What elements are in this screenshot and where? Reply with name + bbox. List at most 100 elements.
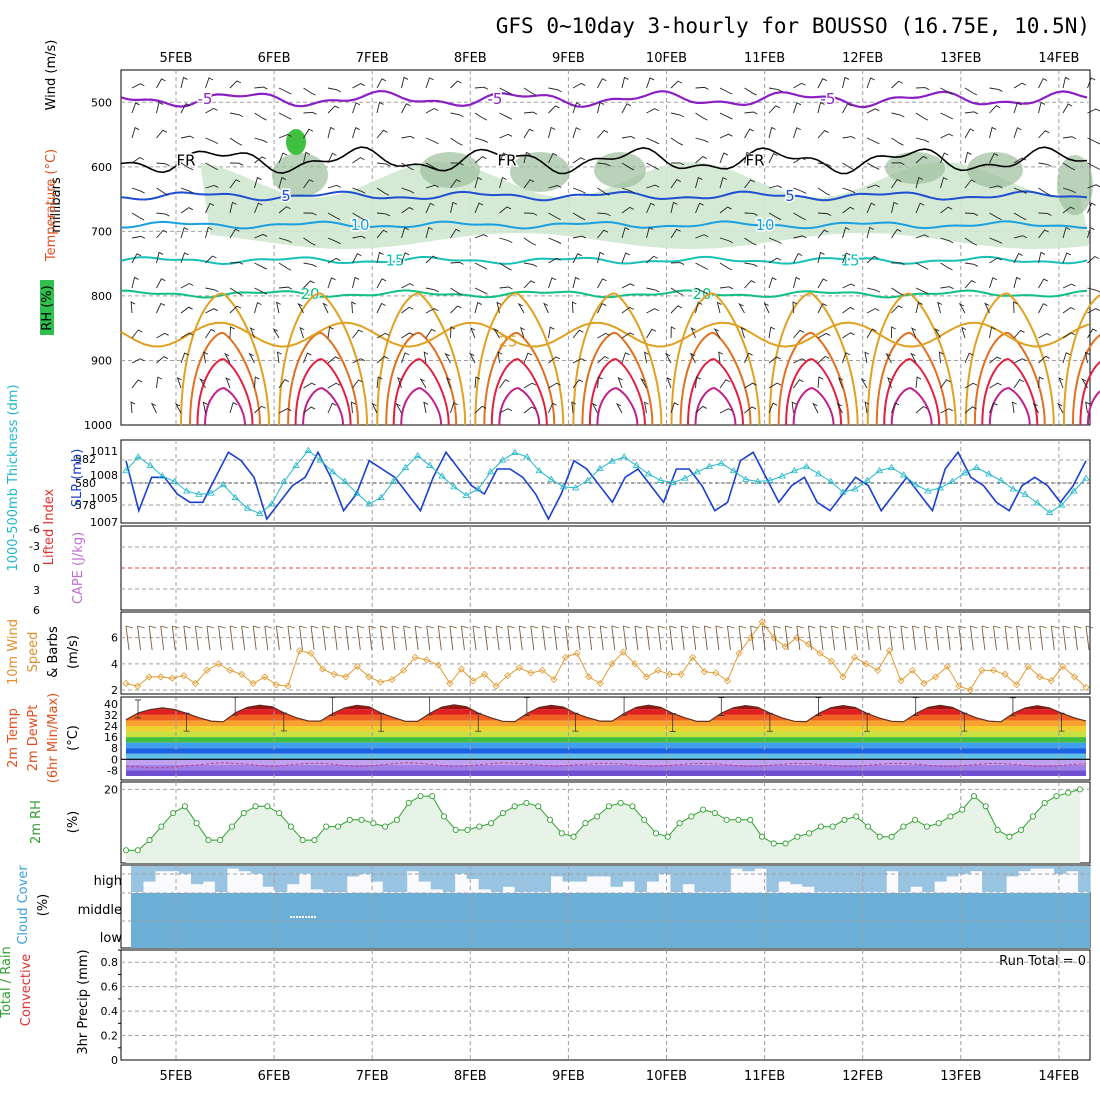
rh-tick: 20 — [104, 783, 118, 796]
rh-point — [311, 837, 318, 844]
wind-barb — [719, 133, 733, 139]
wind-barb — [866, 108, 880, 114]
cloud-high-bar — [262, 866, 276, 887]
wind-barb — [303, 87, 316, 96]
wind-barb — [817, 130, 829, 139]
temp-contour — [474, 292, 565, 426]
wind-barb — [719, 262, 733, 271]
wind-barb — [450, 287, 463, 296]
wind-barb — [131, 276, 139, 289]
wind-barb — [523, 280, 536, 289]
wind-barb — [350, 401, 356, 414]
panel-border — [120, 696, 1091, 781]
surface-wind-barb — [287, 625, 296, 651]
thickness-point — [644, 470, 653, 477]
wind-barb — [499, 206, 512, 214]
thickness-point — [243, 504, 252, 511]
wind-barb — [425, 184, 439, 189]
minmax-bar — [815, 697, 822, 716]
wind-barb — [352, 253, 362, 264]
cloud-high-bar — [610, 866, 623, 887]
wind-barb — [793, 329, 805, 339]
wind-barb — [1087, 137, 1100, 145]
surface-wind-barb — [1062, 625, 1070, 651]
wind-speed-point — [538, 666, 546, 674]
wind-barb — [1062, 162, 1076, 171]
wind-barb — [180, 187, 194, 194]
wind-speed-point — [851, 653, 859, 661]
wind-barb — [131, 379, 143, 389]
wind-barb — [303, 406, 316, 414]
wind-barb — [499, 152, 508, 164]
temp-contour — [1086, 390, 1100, 426]
wind-barb — [915, 262, 929, 270]
wind-barb — [695, 156, 708, 164]
wind-barb — [961, 326, 967, 339]
surface-wind-barb — [1050, 625, 1059, 651]
surface-wind-barb — [773, 625, 781, 651]
temp-band — [126, 748, 1086, 754]
wind-speed-point — [145, 673, 153, 681]
surface-wind-barb — [819, 625, 828, 651]
surface-wind-barb — [831, 625, 839, 651]
surface-wind-barb — [1004, 625, 1013, 651]
thickness-point — [620, 453, 628, 460]
wind-barb — [376, 332, 390, 339]
wind-barb — [572, 358, 586, 364]
thickness-point — [255, 509, 264, 517]
wind-barb — [940, 262, 953, 271]
wind-speed-point — [1047, 677, 1055, 685]
surface-wind-barb — [553, 625, 562, 651]
temp-contour — [588, 358, 646, 426]
rh-point — [193, 820, 200, 827]
surface-wind-barb — [599, 625, 608, 651]
cloud-low-middle — [131, 893, 1090, 948]
wind-barb — [174, 402, 182, 414]
temp-contour — [875, 331, 948, 426]
wind-barb — [621, 76, 629, 89]
surface-wind-barb — [183, 625, 191, 651]
isotherm-label: -5 — [198, 90, 213, 108]
wind-barb — [303, 280, 315, 289]
temp-contour — [785, 358, 843, 426]
wind-barb — [376, 78, 387, 89]
cloud-high-bar — [1018, 866, 1031, 872]
surface-wind-barb — [854, 625, 862, 651]
thickness-point — [656, 476, 665, 483]
rh-point — [605, 803, 612, 810]
pressure-tick: 1000 — [84, 419, 112, 432]
slp-thickness-panel: 582 580 578 1011 1008 1005 1007 1000-500mb Thic… — [6, 384, 1091, 572]
temp-band — [126, 770, 1086, 776]
cloud-high-bar — [406, 866, 420, 872]
ylabel-cape: CAPE (J/kg) — [71, 532, 86, 604]
wind-barb — [768, 382, 782, 389]
wind-barb — [474, 202, 484, 214]
surface-wind-barb — [206, 625, 215, 651]
wind-barb — [444, 352, 451, 364]
thickness-point — [887, 463, 896, 470]
cloud-high-bar — [850, 866, 863, 892]
panel-frame — [120, 69, 1091, 426]
wind-barb — [278, 133, 292, 139]
wind-barb — [572, 379, 584, 389]
wind-barb — [419, 378, 427, 389]
wind-barb — [131, 83, 145, 89]
wind-barb — [303, 151, 311, 164]
wind-barb — [571, 301, 577, 314]
isotherm-label: 15 — [840, 251, 859, 269]
wind-barb — [958, 302, 966, 314]
date-label-bottom: 12FEB — [842, 1069, 883, 1084]
wind-barb — [744, 352, 753, 364]
wind-barb — [423, 401, 429, 414]
date-label-top: 9FEB — [552, 51, 585, 66]
cloud-high-bar — [886, 866, 899, 872]
rh-core — [594, 152, 646, 188]
thickness-point — [401, 463, 410, 470]
wind-speed-point — [376, 678, 385, 686]
wind-barb — [156, 187, 169, 196]
wind-barb — [499, 87, 513, 95]
cloud-high-bar — [346, 866, 360, 877]
wind-barb — [793, 358, 806, 364]
rh-point — [617, 799, 624, 806]
wind-barb — [964, 406, 977, 414]
